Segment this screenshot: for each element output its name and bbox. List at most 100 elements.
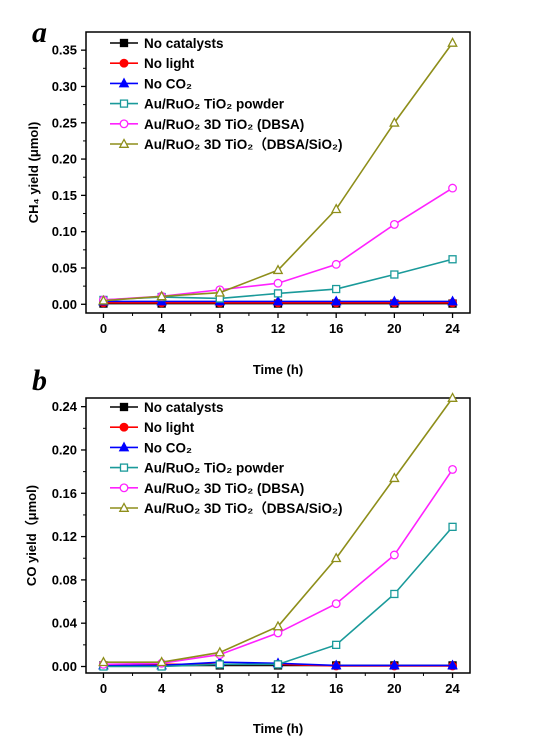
y-axis-title: CH₄ yield (μmol) [26,122,41,224]
legend-label: Au/RuO₂ 3D TiO₂（DBSA/SiO₂) [144,501,343,516]
data-point [389,550,399,560]
legend-marker [119,463,129,472]
legend-marker [119,422,129,432]
legend-marker [119,119,129,129]
data-point [273,278,283,288]
data-point [389,295,400,306]
y-axis-title: CO yield（μmol) [24,485,39,586]
panel-letter: a [32,16,47,49]
chart-panel-a: a 0 4 8 12 16 20 24 0.00 0.05 0.10 0.15 0.20 0.25 0.30… [26,16,471,377]
data-point [272,295,284,306]
y-tick-label: 0.00 [52,297,77,312]
y-tick-label: 0.08 [52,572,77,587]
x-tick-label: 16 [329,321,343,336]
x-tick-label: 12 [271,321,285,336]
data-point [156,290,167,301]
data-point [447,392,458,402]
data-point [390,589,399,599]
legend-marker [118,502,130,512]
data-point [98,656,109,667]
data-point [215,660,224,669]
legend-marker [119,38,129,48]
y-tick-label: 0.25 [52,115,77,130]
data-point [272,620,284,631]
legend-label: No light [144,420,195,435]
y-tick-label: 0.35 [52,43,77,58]
x-tick-label: 8 [216,681,223,696]
data-point [447,295,458,306]
legend-label: Au/RuO₂ 3D TiO₂（DBSA/SiO₂) [144,137,343,152]
x-tick-label: 24 [445,681,460,696]
series-4 [99,522,457,671]
data-point [389,659,400,670]
data-point [389,472,400,483]
data-point [330,295,342,306]
data-point [330,552,342,563]
legend-label: Au/RuO₂ TiO₂ powder [144,97,285,112]
legend-marker [118,77,130,88]
data-point [273,660,283,669]
x-tick-label: 24 [445,321,460,336]
legend: No catalysts No light No CO₂ Au/RuO₂ TiO₂ p… [110,400,343,516]
data-point [448,522,457,531]
legend-marker [119,99,129,108]
panel-letter: b [32,364,47,397]
x-tick-label: 20 [387,321,401,336]
data-point [390,270,399,279]
data-point [389,116,400,127]
y-tick-label: 0.04 [52,616,78,631]
legend-label: No catalysts [144,36,224,51]
data-point [156,656,167,667]
x-axis-title: Time (h) [253,721,303,736]
y-tick-label: 0.16 [52,486,77,501]
series-6 [98,392,458,667]
legend-label: No CO₂ [144,440,192,455]
x-tick-label: 12 [271,681,285,696]
legend-label: Au/RuO₂ TiO₂ powder [144,461,285,476]
x-tick-label: 8 [216,321,223,336]
legend-label: No light [144,56,195,71]
data-point [331,599,341,609]
legend-label: No CO₂ [144,76,192,91]
y-tick-label: 0.10 [52,224,77,239]
data-point [447,37,458,47]
legend-marker [119,58,129,68]
data-point [389,219,399,229]
data-point [448,255,457,264]
y-tick-label: 0.24 [52,399,78,414]
data-point [332,640,341,650]
x-tick-label: 20 [387,681,401,696]
series-5 [99,183,457,305]
data-point [330,659,342,670]
data-point [272,264,284,275]
data-point [447,659,458,670]
x-tick-label: 16 [329,681,343,696]
series-5 [99,465,457,669]
x-tick-label: 4 [158,681,166,696]
x-tick-label: 4 [158,321,166,336]
y-tick-label: 0.20 [52,152,77,167]
data-point [331,259,341,269]
legend-marker [119,483,129,493]
y-tick-label: 0.00 [52,659,77,674]
legend: No catalysts No light No CO₂ Au/RuO₂ TiO₂ p… [110,36,343,152]
series-6 [98,37,458,305]
legend-label: Au/RuO₂ 3D TiO₂ (DBSA) [144,117,304,132]
legend-marker [118,441,130,452]
data-point [330,203,342,214]
x-tick-label: 0 [100,681,107,696]
data-point [214,286,226,297]
x-axis-title: Time (h) [253,362,303,377]
y-tick-label: 0.12 [52,529,77,544]
legend-label: Au/RuO₂ 3D TiO₂ (DBSA) [144,481,304,496]
y-tick-label: 0.15 [52,188,77,203]
legend-marker [118,138,130,148]
legend-marker [119,402,129,412]
data-point [448,465,457,474]
data-point [448,183,457,193]
y-tick-label: 0.05 [52,260,77,275]
x-tick-label: 0 [100,321,107,336]
chart-panel-b: b 0 4 8 12 16 20 24 0.00 0.04 0.08 0.12 0.16 0.20 0.24… [24,364,471,736]
